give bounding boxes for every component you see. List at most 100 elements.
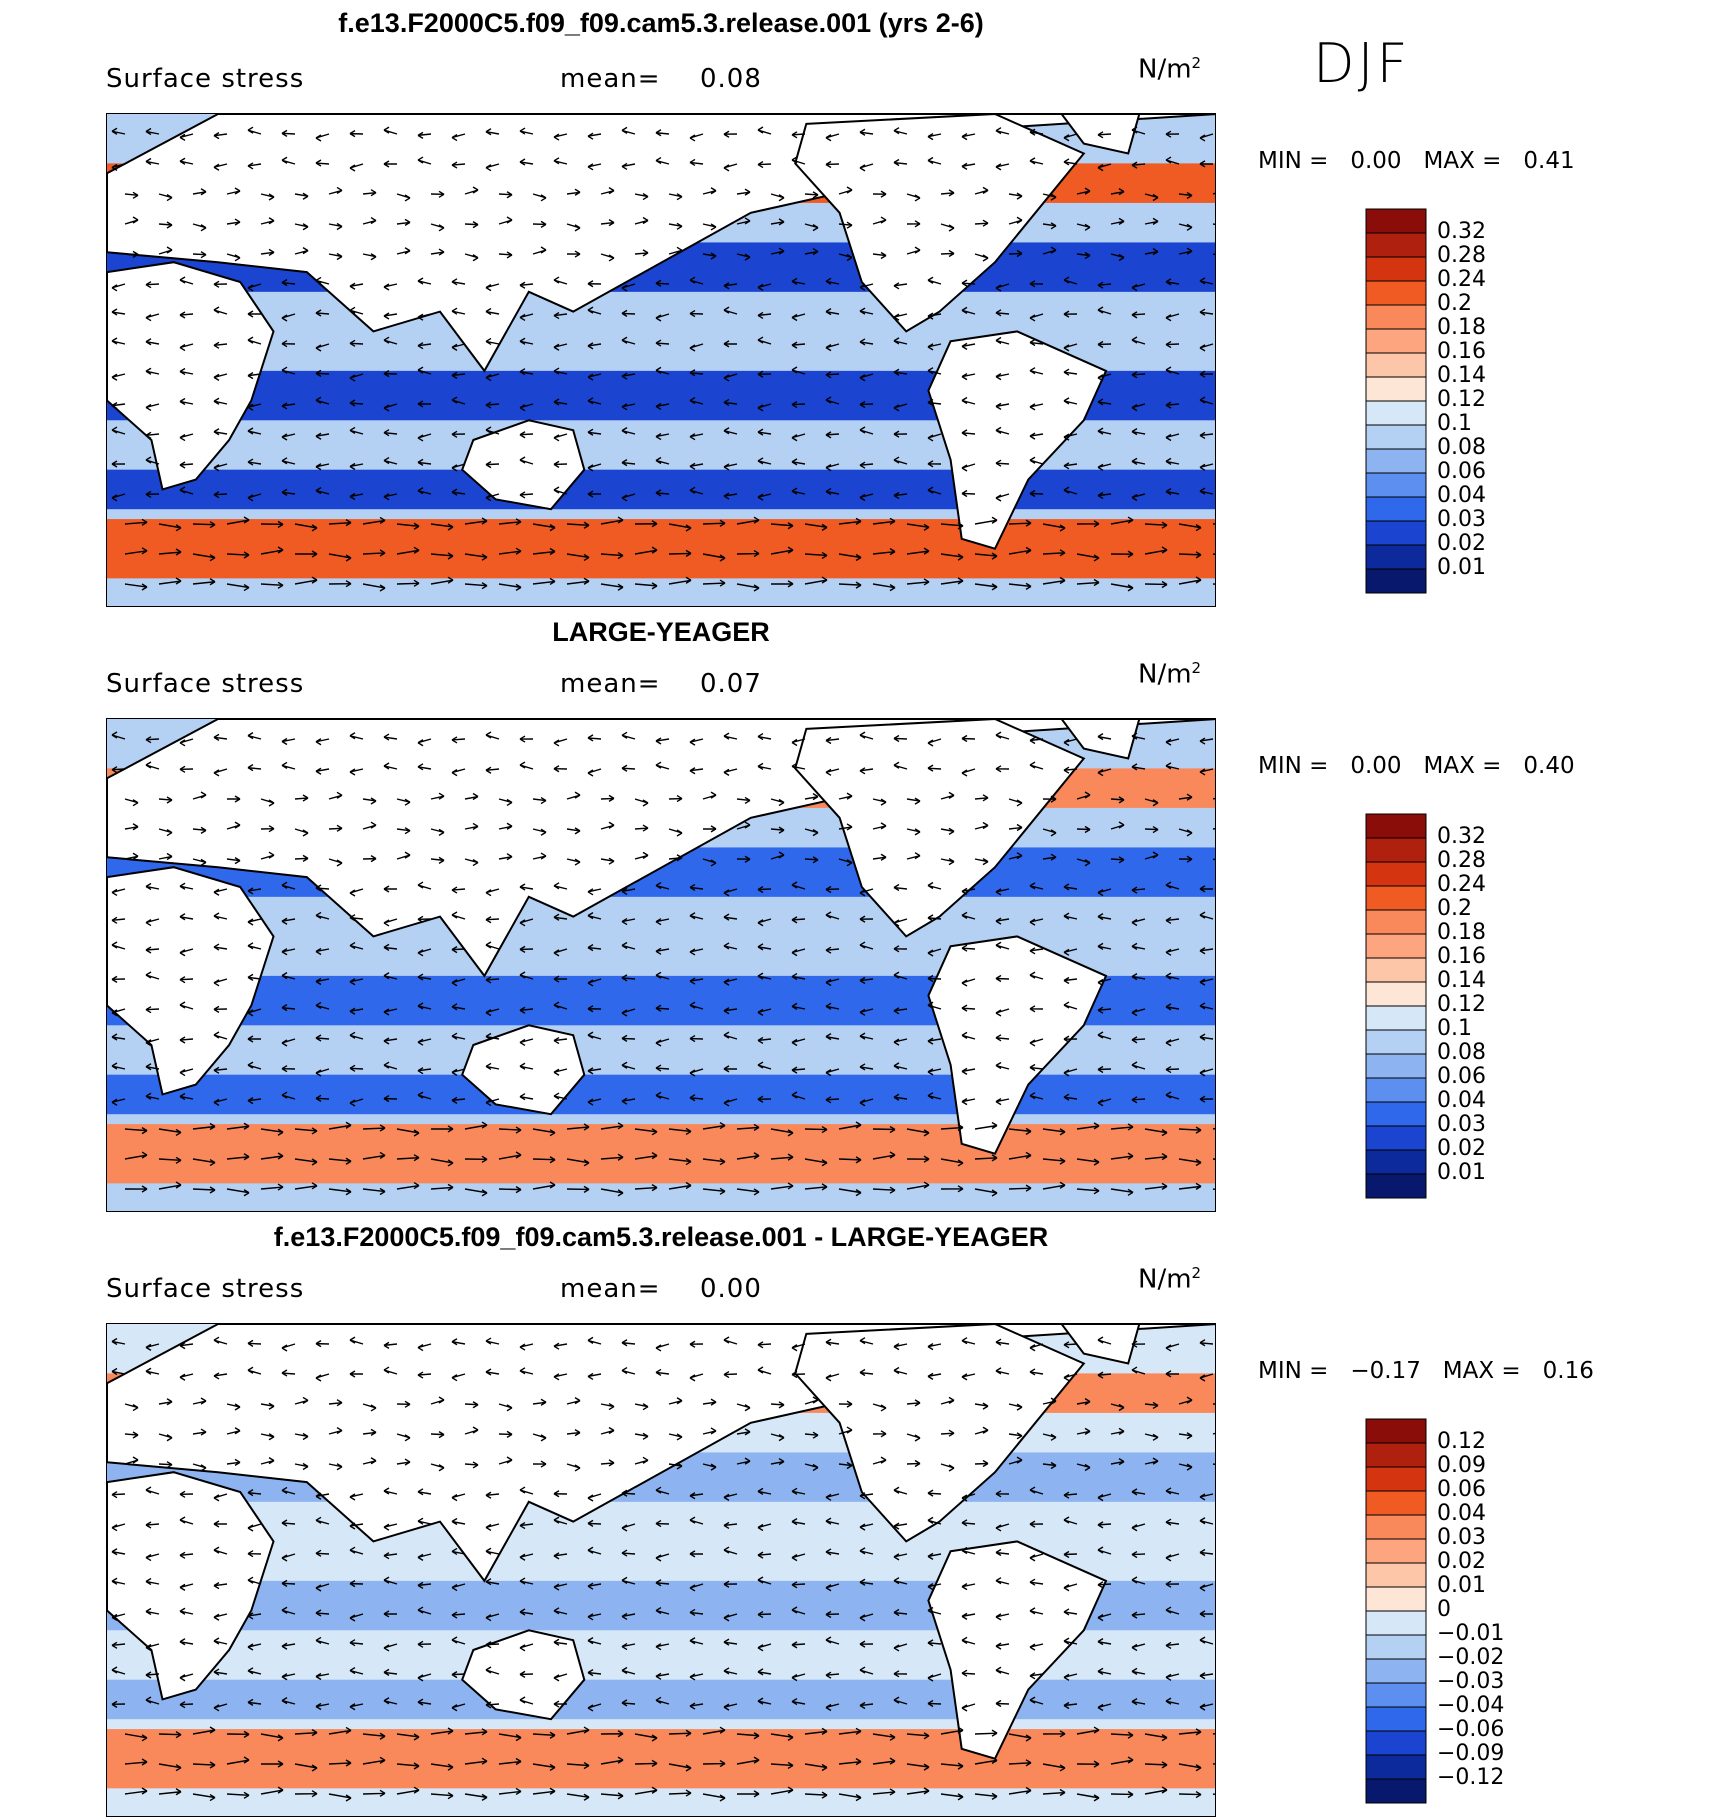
colorbar-tick-label: 0.12 <box>1437 1429 1486 1454</box>
colorbar-tick-label: 0.03 <box>1437 1112 1486 1137</box>
variable-label: Surface stress <box>106 64 305 94</box>
colorbar-tick-label: 0.2 <box>1437 896 1472 921</box>
colorbar-tick-label: 0.08 <box>1437 435 1486 460</box>
colorbar-swatch <box>1365 1514 1427 1540</box>
colorbar-tick-label: 0.1 <box>1437 411 1472 436</box>
colorbar-swatch <box>1365 520 1427 546</box>
colorbar-tick-label: −0.02 <box>1437 1645 1505 1670</box>
colorbar-swatch <box>1365 1562 1427 1588</box>
colorbar-swatch <box>1365 981 1427 1007</box>
colorbar-swatch <box>1365 1005 1427 1031</box>
colorbar-swatch <box>1365 280 1427 306</box>
mean-label: mean= <box>560 669 661 699</box>
colorbar-swatch <box>1365 1610 1427 1636</box>
colorbar-tick-label: 0.09 <box>1437 1453 1486 1478</box>
colorbar-tick-label: 0.14 <box>1437 968 1486 993</box>
variable-label: Surface stress <box>106 669 305 699</box>
land-australia <box>461 419 586 511</box>
stress-band-south-low <box>107 1074 1215 1115</box>
colorbar-swatch <box>1365 1538 1427 1564</box>
colorbar-swatch <box>1365 1778 1427 1804</box>
colorbar-swatch <box>1365 1101 1427 1127</box>
min-max-readout: MIN = −0.17 MAX = 0.16 <box>1258 1358 1594 1384</box>
min-value: 0.00 <box>1350 753 1424 779</box>
colorbar-tick-label: 0.1 <box>1437 1016 1472 1041</box>
colorbar-swatch <box>1365 933 1427 959</box>
stress-band-southern-ocean-high <box>107 1729 1215 1789</box>
colorbar-swatch <box>1365 1754 1427 1780</box>
min-label: MIN = <box>1258 753 1351 779</box>
colorbar-tick-label: 0.16 <box>1437 944 1486 969</box>
colorbar-tick-label: 0.06 <box>1437 459 1486 484</box>
season-label: DJF <box>1313 32 1411 95</box>
stress-band-south-low <box>107 469 1215 510</box>
colorbar-swatch <box>1365 885 1427 911</box>
colorbar-tick-label: 0.02 <box>1437 1136 1486 1161</box>
colorbar-swatch <box>1365 544 1427 570</box>
colorbar-swatch <box>1365 909 1427 935</box>
colorbar-tick-label: 0.32 <box>1437 824 1486 849</box>
mean-value: 0.00 <box>700 1274 762 1304</box>
panel-title: LARGE-YEAGER <box>552 617 770 647</box>
panel-title: f.e13.F2000C5.f09_f09.cam5.3.release.001… <box>338 8 984 38</box>
mean-value: 0.08 <box>700 64 762 94</box>
map-plot <box>106 1323 1216 1817</box>
stress-band-southern-ocean-high <box>107 1124 1215 1184</box>
colorbar-swatch <box>1365 1730 1427 1756</box>
stress-band-south-low <box>107 1679 1215 1720</box>
colorbar-tick-label: 0.03 <box>1437 1525 1486 1550</box>
colorbar-swatch <box>1365 1125 1427 1151</box>
map-plot <box>106 718 1216 1212</box>
max-label: MAX = <box>1442 1358 1543 1384</box>
colorbar-swatch <box>1365 1634 1427 1660</box>
colorbar-tick-label: 0.28 <box>1437 243 1486 268</box>
colorbar-tick-label: −0.04 <box>1437 1693 1505 1718</box>
colorbar-swatch <box>1365 1442 1427 1468</box>
mean-label: mean= <box>560 1274 661 1304</box>
min-value: 0.00 <box>1350 148 1424 174</box>
colorbar-swatch <box>1365 1490 1427 1516</box>
colorbar-swatch <box>1365 861 1427 887</box>
min-label: MIN = <box>1258 1358 1351 1384</box>
colorbar-swatch <box>1365 1077 1427 1103</box>
colorbar-swatch <box>1365 1682 1427 1708</box>
colorbar-tick-label: 0.06 <box>1437 1477 1486 1502</box>
colorbar-tick-label: 0.18 <box>1437 315 1486 340</box>
colorbar-tick-label: 0.24 <box>1437 267 1486 292</box>
colorbar-tick-label: −0.01 <box>1437 1621 1505 1646</box>
colorbar-tick-label: 0.12 <box>1437 992 1486 1017</box>
stress-band-southern-ocean-high <box>107 519 1215 579</box>
min-max-readout: MIN = 0.00 MAX = 0.40 <box>1258 753 1575 779</box>
max-value: 0.16 <box>1542 1358 1594 1384</box>
vector-field <box>111 1336 1215 1802</box>
units-label: N/m2 <box>1138 1264 1202 1295</box>
colorbar-swatch <box>1365 472 1427 498</box>
colorbar-tick-label: −0.12 <box>1437 1765 1505 1790</box>
colorbar-swatch <box>1365 376 1427 402</box>
colorbar-tick-label: 0 <box>1437 1597 1451 1622</box>
colorbar-swatch <box>1365 208 1427 234</box>
colorbar-swatch <box>1365 352 1427 378</box>
colorbar-tick-label: 0.28 <box>1437 848 1486 873</box>
colorbar-tick-label: 0.02 <box>1437 531 1486 556</box>
colorbar-swatch <box>1365 1706 1427 1732</box>
colorbar <box>1365 1418 1429 1811</box>
vector-field <box>111 126 1215 592</box>
colorbar-tick-label: 0.01 <box>1437 1160 1486 1185</box>
colorbar-swatch <box>1365 424 1427 450</box>
colorbar-swatch <box>1365 1586 1427 1612</box>
colorbar-swatch <box>1365 1149 1427 1175</box>
units-label: N/m2 <box>1138 659 1202 690</box>
mean-value: 0.07 <box>700 669 762 699</box>
colorbar-tick-label: 0.32 <box>1437 219 1486 244</box>
colorbar-tick-label: 0.2 <box>1437 291 1472 316</box>
colorbar-swatch <box>1365 568 1427 594</box>
max-label: MAX = <box>1423 148 1524 174</box>
colorbar-swatch <box>1365 400 1427 426</box>
colorbar-swatch <box>1365 957 1427 983</box>
colorbar-tick-label: 0.04 <box>1437 1501 1486 1526</box>
max-value: 0.40 <box>1523 753 1575 779</box>
map-plot <box>106 113 1216 607</box>
colorbar-swatch <box>1365 496 1427 522</box>
colorbar-swatch <box>1365 448 1427 474</box>
